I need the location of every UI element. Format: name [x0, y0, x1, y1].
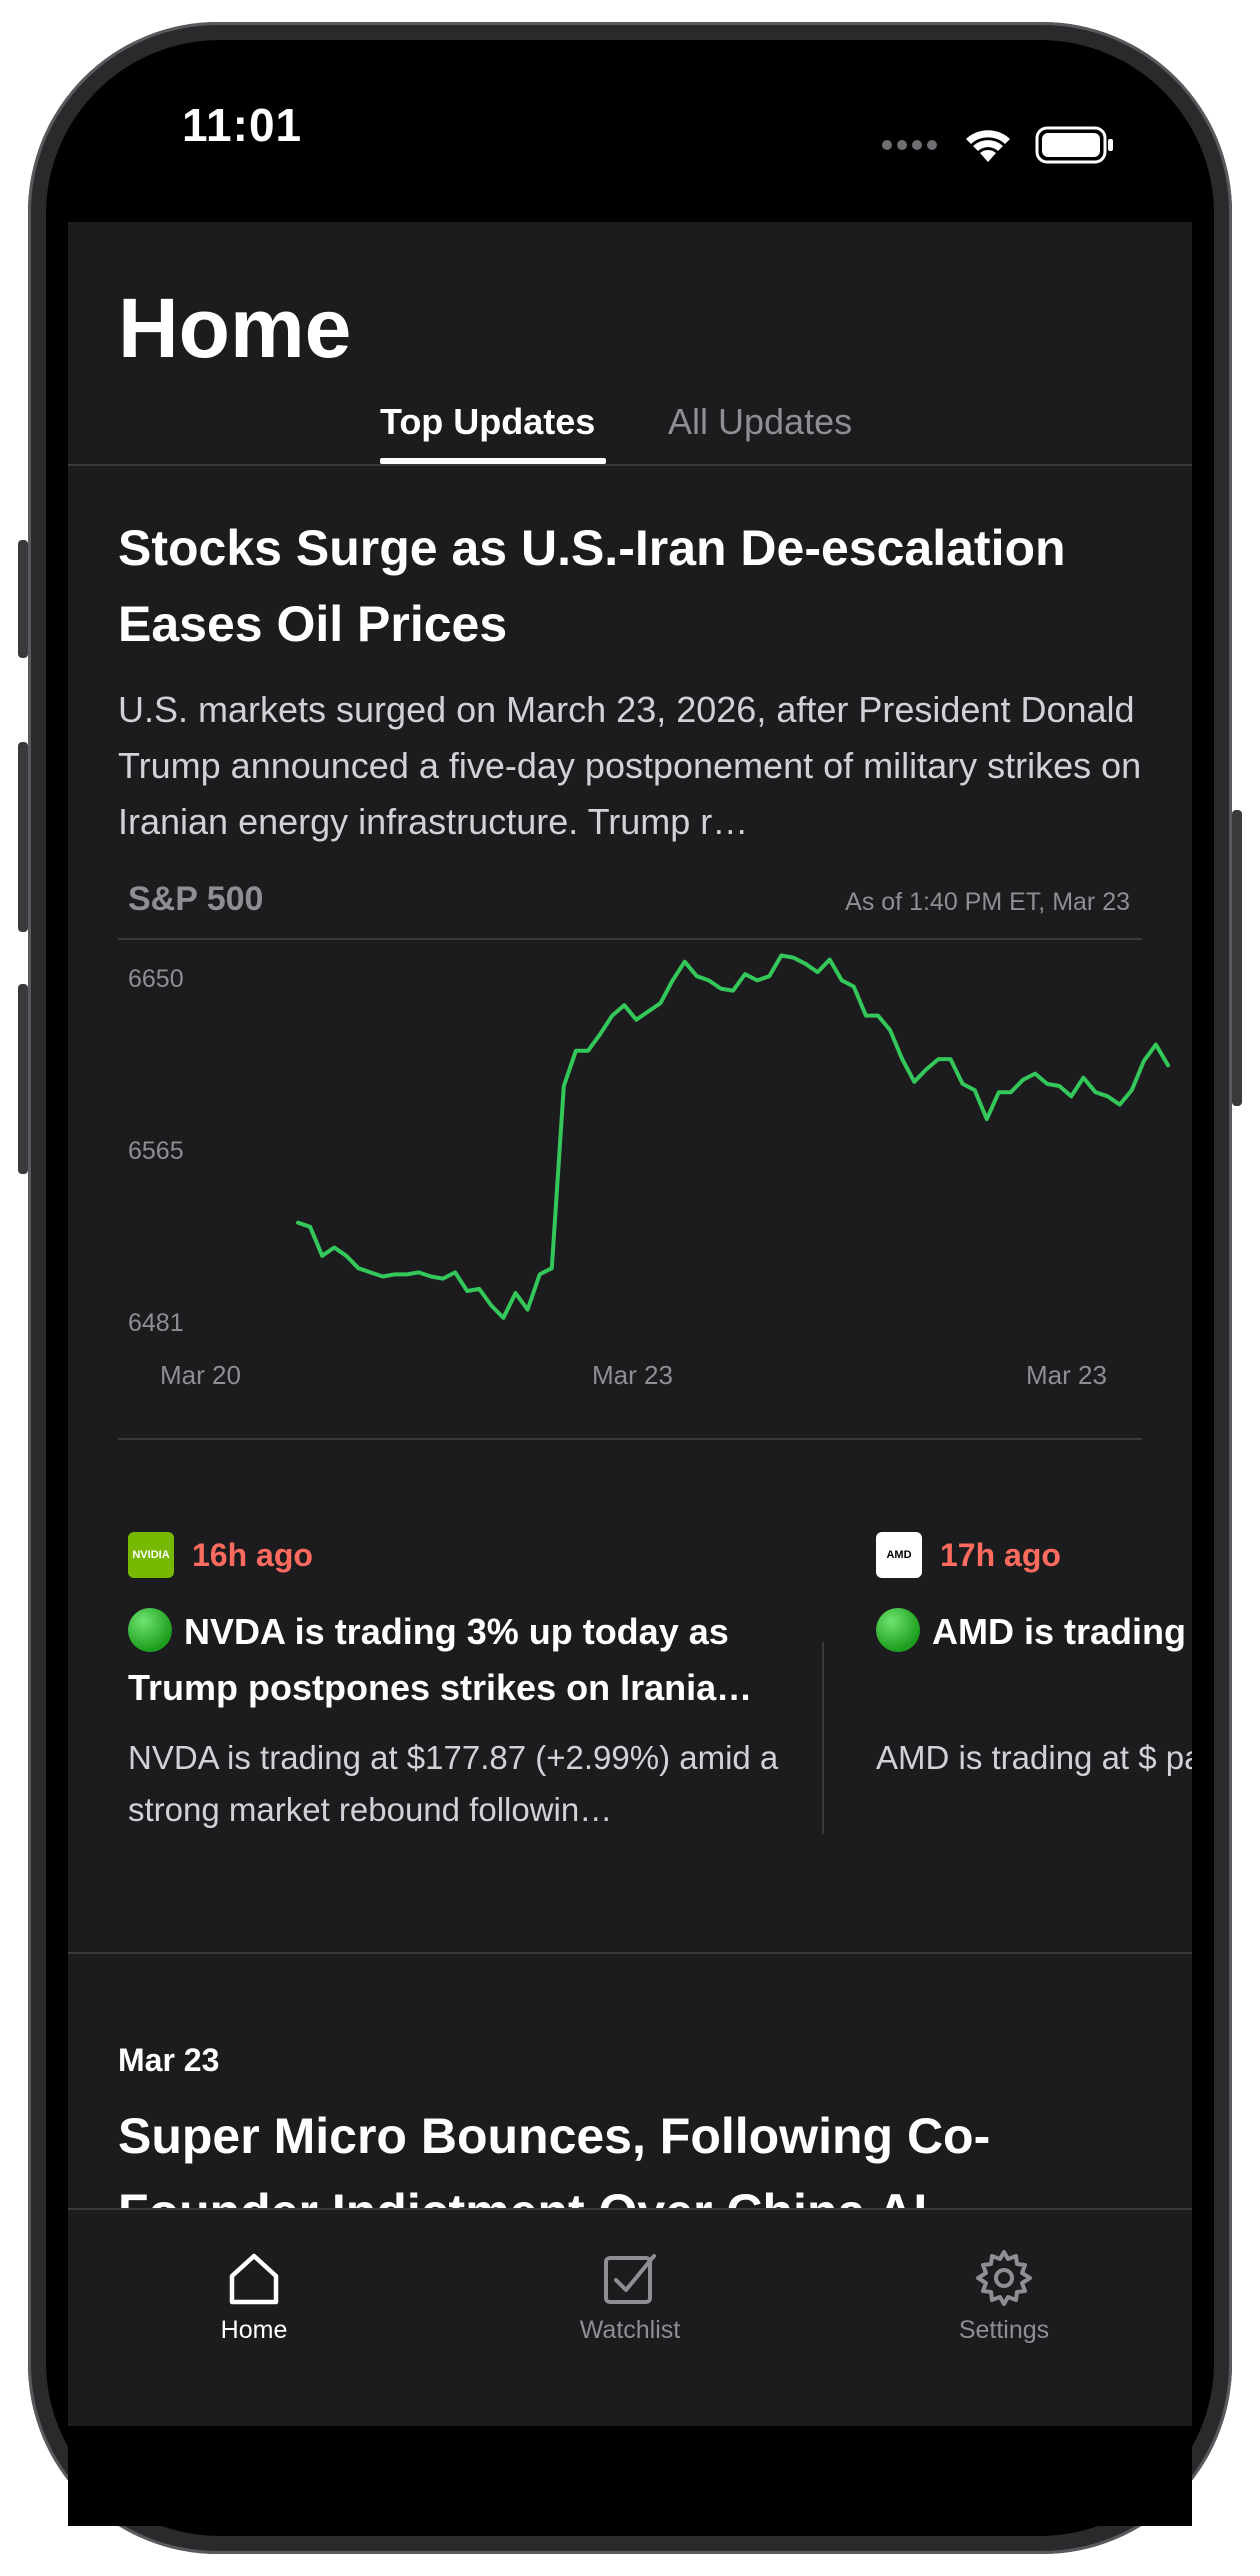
top-story-summary[interactable]: U.S. markets surged on March 23, 2026, a… [118, 689, 1142, 842]
tab-bar-label: Home [220, 2316, 288, 2344]
signal-dots-icon [882, 140, 937, 150]
y-tick-label: 6650 [128, 965, 184, 993]
battery-icon [1035, 126, 1113, 164]
x-tick-label: Mar 23 [1026, 1360, 1107, 1390]
y-tick-label: 6565 [128, 1137, 184, 1165]
bottom-tab-bar: Home Watchlist Settings [68, 2208, 1192, 2426]
story-date: Mar 23 [118, 2042, 220, 2078]
status-time: 11:01 [182, 99, 303, 151]
ticker-card-amd[interactable]: AMD 17h ago AMD is trading geopolitical … [876, 1532, 1192, 1852]
active-tab-indicator [380, 458, 606, 464]
nvidia-logo-icon: NVIDIA [128, 1532, 174, 1578]
tab-top-updates[interactable]: Top Updates [380, 401, 596, 442]
power-button [1232, 810, 1242, 1106]
chart-top-rule [118, 938, 1142, 940]
section-divider [68, 1952, 1192, 1954]
y-tick-label: 6481 [128, 1309, 184, 1337]
wifi-icon [966, 130, 1010, 162]
chart-as-of: As of 1:40 PM ET, Mar 23 [845, 888, 1130, 916]
card-separator [822, 1642, 824, 1834]
card-title-text: NVDA is trading 3% up today as Trump pos… [128, 1611, 753, 1708]
volume-down-button [18, 984, 28, 1174]
card-description: NVDA is trading at $177.87 (+2.99%) amid… [128, 1739, 779, 1828]
home-indicator-area [68, 2426, 1192, 2526]
gear-icon [976, 2250, 1032, 2306]
sp500-line-chart[interactable]: 6650 6565 6481 Mar 20 Mar 23 Mar 23 [68, 942, 1192, 1442]
app-screen: Home Top Updates All Updates Stocks Surg… [68, 222, 1192, 2426]
amd-logo-icon: AMD [876, 1532, 922, 1578]
card-title: NVDA is trading 3% up today as Trump pos… [128, 1604, 788, 1716]
tabs-divider [68, 464, 1192, 466]
tab-all-updates[interactable]: All Updates [668, 401, 853, 442]
card-title-text: AMD is trading geopolitical tensio [932, 1611, 1192, 1652]
card-time-ago: 16h ago [192, 1536, 313, 1573]
card-description: AMD is trading at $ part of a broad mar [876, 1739, 1192, 1776]
page-title: Home [118, 281, 352, 375]
tab-bar-settings[interactable]: Settings [904, 2248, 1104, 2345]
tab-bar-watchlist[interactable]: Watchlist [530, 2248, 730, 2345]
tab-bar-label: Watchlist [579, 2316, 681, 2344]
volume-up-button [18, 742, 28, 932]
status-icons [881, 126, 1115, 164]
green-circle-icon [876, 1608, 920, 1652]
tab-bar-label: Settings [958, 2316, 1050, 2344]
card-title: AMD is trading geopolitical tensio [876, 1604, 1192, 1716]
card-time-ago: 17h ago [940, 1536, 1061, 1573]
tab-bar-home[interactable]: Home [154, 2248, 354, 2345]
chart-bottom-rule [118, 1438, 1142, 1440]
top-story-title[interactable]: Stocks Surge as U.S.-Iran De-escalation … [118, 520, 1066, 652]
checkbox-icon [604, 2254, 656, 2304]
segment-tabs: Top Updates All Updates [68, 392, 1192, 464]
x-tick-label: Mar 23 [592, 1360, 673, 1390]
chart-index-name: S&P 500 [128, 880, 264, 918]
ticker-cards-carousel[interactable]: NVIDIA 16h ago NVDA is trading 3% up tod… [68, 1532, 1192, 1852]
x-tick-label: Mar 20 [160, 1360, 241, 1390]
green-circle-icon [128, 1608, 172, 1652]
sp500-series-line [296, 953, 1170, 1320]
house-icon [229, 2253, 279, 2305]
mute-switch [18, 540, 28, 658]
ticker-card-nvda[interactable]: NVIDIA 16h ago NVDA is trading 3% up tod… [128, 1532, 828, 1852]
